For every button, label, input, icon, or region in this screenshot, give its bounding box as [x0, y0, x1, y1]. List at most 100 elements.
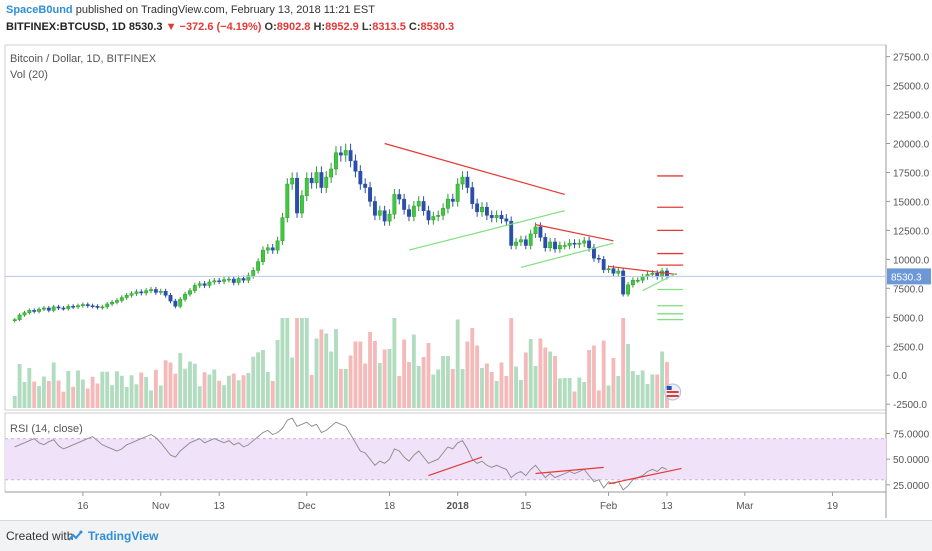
candle-up [455, 183, 460, 202]
high-label: H: [313, 21, 326, 33]
volume-bar [475, 345, 480, 408]
candle-up [480, 206, 484, 213]
volume-bar [134, 384, 139, 408]
volume-bar [275, 340, 280, 408]
volume-bar [37, 386, 42, 408]
volume-bar [17, 364, 22, 408]
volume-bar [407, 362, 411, 408]
candle-down [601, 259, 606, 271]
chart-canvas[interactable]: 27500.0 25000.0 22500.0 20000.0 17500.0 15000… [0, 40, 932, 520]
candle-up [134, 291, 139, 294]
candle-up [416, 201, 421, 207]
volume-bar [611, 358, 616, 408]
candle-up [280, 217, 285, 242]
candle-down [484, 206, 489, 216]
chart-header: SpaceB0und published on TradingView.com,… [0, 0, 932, 40]
volume-bar [212, 369, 217, 408]
rsi-divergence-line [535, 466, 604, 475]
candle-up [261, 249, 265, 262]
candle-down [407, 209, 411, 217]
volume-bar [621, 318, 626, 408]
candle-down [32, 310, 37, 312]
resistance-trendline [608, 265, 677, 276]
volume-bar [119, 375, 124, 408]
candle-up [577, 242, 582, 245]
candle-up [124, 295, 129, 298]
volume-bar [158, 385, 163, 408]
volume-bar [494, 381, 499, 408]
volume-bar [480, 368, 484, 408]
volume-bar [178, 353, 183, 408]
volume-bar [514, 366, 519, 408]
volume-bar [562, 378, 567, 408]
volume-bar [236, 380, 241, 408]
candle-down [572, 242, 577, 245]
candle-down [363, 183, 368, 188]
volume-bar [270, 381, 275, 408]
candle-up [178, 299, 183, 307]
main-pane-frame [4, 44, 887, 411]
support-trendline [520, 242, 614, 269]
volume-bar [548, 351, 553, 408]
candle-down [46, 307, 51, 311]
candle-down [504, 218, 509, 222]
candle-up [436, 215, 441, 217]
candle-down [382, 210, 387, 222]
candle-up [37, 308, 42, 312]
candle-down [163, 290, 168, 296]
volume-bar [222, 385, 226, 408]
candle-up [51, 306, 56, 311]
volume-bar [290, 357, 295, 408]
tradingview-brand[interactable]: TradingView [88, 529, 159, 543]
volume-bar [226, 375, 231, 408]
volume-bar [572, 391, 577, 408]
candle-up [207, 281, 212, 286]
candle-down [319, 172, 324, 188]
volume-bar [27, 368, 32, 408]
candle-down [338, 152, 343, 156]
volume-bar [377, 363, 382, 408]
volume-bar [319, 329, 324, 408]
volume-bar [295, 318, 299, 408]
volume-bar [528, 339, 533, 408]
volume-bar [533, 366, 538, 408]
volume-bar [343, 369, 348, 408]
candle-up [256, 261, 261, 271]
volume-bar [110, 385, 115, 408]
last-price-badge [887, 268, 931, 285]
volume-bar [441, 356, 446, 408]
author-name[interactable]: SpaceB0und [6, 4, 73, 16]
volume-bar [144, 377, 149, 408]
volume-bar [460, 369, 465, 408]
volume-bar [309, 375, 314, 408]
candle-down [489, 215, 494, 218]
candle-down [71, 306, 76, 308]
candle-up [494, 215, 499, 218]
candle-down [270, 247, 275, 251]
candle-down [95, 306, 100, 308]
main-pane-title: Bitcoin / Dollar, 1D, BITFINEX [10, 53, 157, 65]
publish-line: SpaceB0und published on TradingView.com,… [6, 4, 375, 16]
time-tick-label: Nov [152, 501, 170, 512]
candle-up [158, 290, 163, 293]
volume-bar [368, 332, 372, 408]
volume-bar [280, 318, 285, 408]
volume-bar [650, 374, 655, 408]
flag-stripe [666, 391, 679, 393]
candle-up [314, 172, 319, 184]
ohlc-line: BITFINEX:BTCUSD, 1D 8530.3 ▼ −372.6 (−4.… [6, 21, 454, 33]
price-tick-label: 20000.0 [893, 139, 930, 150]
volume-bar [22, 382, 27, 408]
volume-bar [402, 339, 407, 408]
candle-down [538, 226, 543, 238]
volume-bar [85, 388, 90, 408]
candle-up [411, 205, 416, 217]
candle-up [236, 278, 241, 283]
volume-bar [660, 351, 665, 408]
volume-bar [299, 318, 304, 408]
candle-down [353, 160, 358, 172]
volume-bar [484, 363, 489, 408]
rsi-tick-label: 25.0000 [893, 481, 930, 492]
time-tick-label: Feb [600, 501, 618, 512]
